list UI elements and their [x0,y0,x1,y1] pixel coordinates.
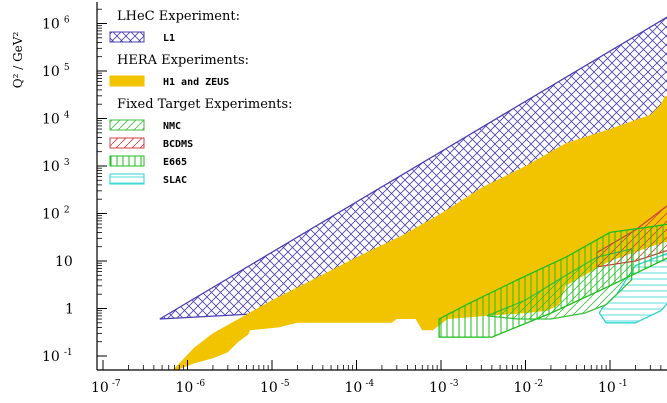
x-tick-label: 10 -7 [91,379,121,396]
legend-label-lhec: L1 [163,33,175,44]
region-e665 [438,223,667,338]
region-layer [159,16,667,370]
y-tick-label: 10 4 [42,111,70,128]
legend-label-slac: SLAC [163,175,187,186]
y-tick-label: 10 -1 [42,348,73,365]
legend-swatch-slac [109,173,145,185]
region-hera [172,95,667,370]
x-tick-label: 10 -1 [598,379,628,396]
y-tick-label: 10 [55,254,73,270]
legend: LHeC Experiment: L1 HERA Experiments: H1 an… [109,9,293,186]
legend-label-nmc: NMC [163,121,181,132]
legend-label-hera: H1 and ZEUS [163,77,229,88]
y-tick-label: 10 2 [42,206,70,223]
legend-heading: LHeC Experiment: [117,9,240,24]
legend-label-bcdms: BCDMS [163,139,193,150]
legend-heading: HERA Experiments: [117,53,249,68]
legend-swatch-bcdms [109,137,145,149]
legend-swatch-lhec [109,31,145,43]
legend-heading: Fixed Target Experiments: [117,97,293,112]
y-axis-label: Q² / GeV² [11,32,25,89]
legend-swatch-e665 [109,155,145,167]
x-tick-label: 10 -3 [429,379,459,396]
y-tick-label: 10 6 [42,16,70,33]
x-axis-ticks: 10 -7 10 -6 10 -5 10 -4 10 -3 10 -2 10 -1 [91,360,662,396]
legend-swatch-hera [109,75,145,87]
x-tick-label: 10 -6 [176,379,206,396]
x-tick-label: 10 -5 [260,379,290,396]
legend-swatch-nmc [109,119,145,131]
y-tick-label: 10 5 [42,63,70,80]
y-tick-label: 10 3 [42,158,70,175]
legend-label-e665: E665 [163,157,187,168]
x-tick-label: 10 -4 [345,379,375,396]
x-tick-label: 10 -2 [514,379,544,396]
y-tick-label: 1 [65,302,74,318]
